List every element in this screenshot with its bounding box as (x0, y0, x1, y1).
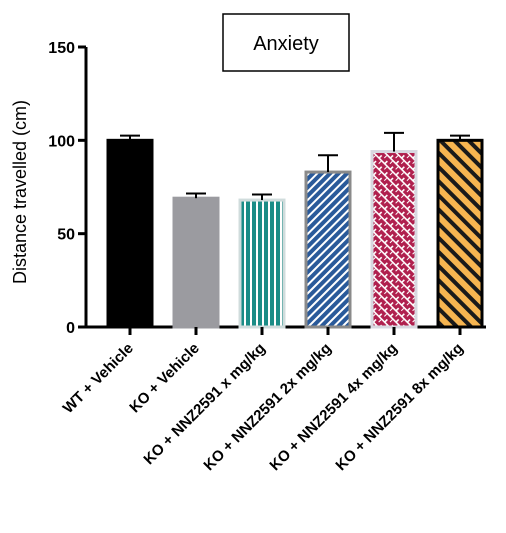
x-tick-label: KO + NNZ2591 4x mg/kg (266, 340, 400, 474)
bars (106, 138, 484, 329)
x-tick-label: KO + NNZ2591 8x mg/kg (332, 340, 466, 474)
chart-title: Anxiety (253, 33, 319, 55)
y-tick-label: 150 (48, 40, 75, 57)
error-bars (120, 131, 470, 201)
x-tick-label: KO + NNZ2591 2x mg/kg (200, 340, 334, 474)
x-tick-label: WT + Vehicle (60, 340, 137, 417)
y-axis-label: Distance travelled (cm) (10, 100, 30, 284)
x-tick-label: KO + NNZ2591 x mg/kg (140, 340, 268, 468)
bar (106, 138, 154, 329)
bar (370, 150, 418, 329)
bar (238, 198, 286, 329)
bar (304, 170, 352, 329)
bar (172, 196, 220, 329)
y-ticks: 0 50 100 150 (48, 40, 86, 337)
y-tick-label: 0 (66, 320, 75, 337)
bar (436, 138, 484, 329)
chart-title-box: Anxiety (222, 13, 350, 72)
y-tick-label: 100 (48, 133, 75, 150)
y-tick-label: 50 (57, 227, 75, 244)
